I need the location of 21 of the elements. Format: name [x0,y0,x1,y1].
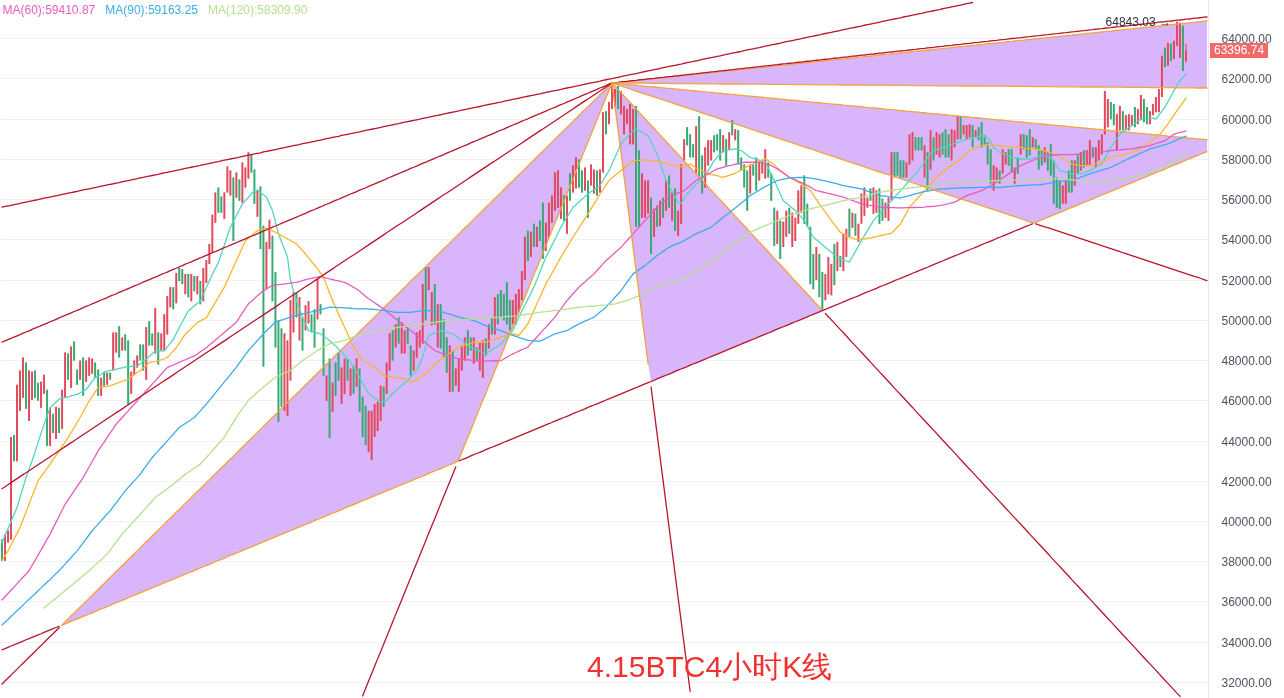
y-tick-label: 50000.00 [1221,313,1272,328]
y-tick-label: 34000.00 [1221,635,1272,650]
y-tick-label: 46000.00 [1221,394,1272,409]
y-tick-label: 52000.00 [1221,273,1272,288]
y-tick-label: 62000.00 [1221,72,1272,87]
y-tick-label: 38000.00 [1221,555,1272,570]
y-tick-label: 32000.00 [1221,675,1272,690]
y-tick-label: 36000.00 [1221,595,1272,610]
y-tick-label: 56000.00 [1221,193,1272,208]
y-tick-label: 42000.00 [1221,474,1272,489]
y-tick-label: 44000.00 [1221,434,1272,449]
text: 63396.74 [1210,42,1269,58]
annotation: 64843.03 → [1105,14,1171,29]
y-tick-label: 40000.00 [1221,514,1272,529]
text: MA(60):59410.87 [2,2,96,17]
text: MA(90):59163.25 [105,2,199,17]
y-tick-label: 54000.00 [1221,233,1272,248]
y-tick-label: 58000.00 [1221,152,1272,167]
y-tick-label: 60000.00 [1221,112,1272,127]
text: MA(120):58309.90 [208,2,308,17]
y-tick-label: 48000.00 [1221,354,1272,369]
